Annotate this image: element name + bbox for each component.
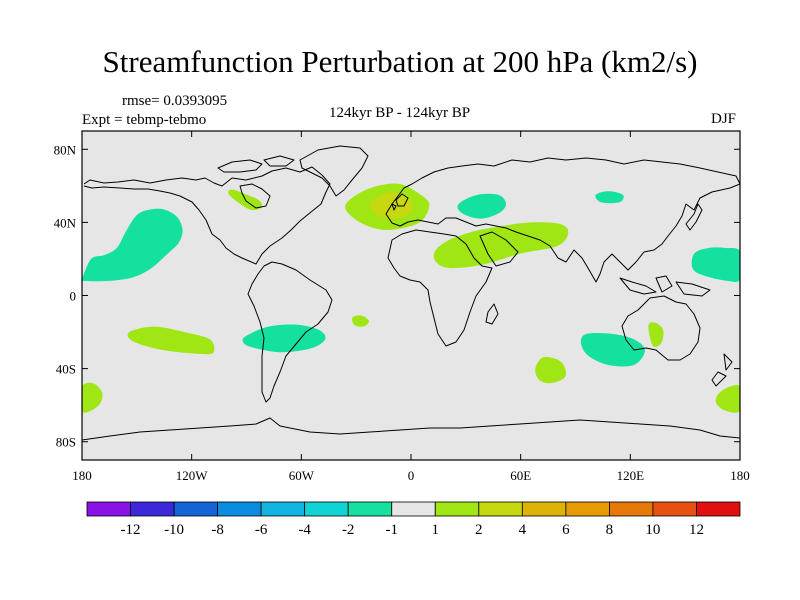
africa-coast	[387, 229, 493, 347]
colorbar-label: 1	[432, 522, 440, 538]
x-axis-ticks: 180 120W 60W 0 60E 120E 180	[72, 131, 750, 483]
region-north-pacific-negative-wrap	[691, 247, 740, 283]
hudson-bay-coast	[239, 183, 271, 209]
colorbar-box	[86, 501, 131, 517]
colorbar-label: 8	[606, 522, 614, 538]
colorbar-label: 12	[689, 522, 704, 538]
colorbar-label: 10	[645, 522, 660, 538]
y-tick-label: 80S	[56, 435, 76, 450]
colorbar-box	[652, 501, 697, 517]
region-australia-negative	[580, 332, 645, 367]
colorbar-box	[478, 501, 523, 517]
colorbar-label: -12	[121, 522, 141, 538]
region-far-south-pacific-positive	[82, 382, 103, 413]
rmse-label: rmse= 0.0393095	[122, 93, 228, 109]
australia-coast	[621, 295, 701, 361]
region-south-pacific-positive	[127, 326, 215, 355]
x-tick-label: 60W	[289, 468, 315, 483]
region-east-australia-positive	[648, 322, 664, 347]
x-tick-label: 120E	[617, 468, 645, 483]
colorbar-box	[173, 501, 218, 517]
chart-title: Streamfunction Perturbation at 200 hPa (…	[102, 44, 698, 79]
indonesia-islands	[619, 275, 711, 297]
period-label: 124kyr BP - 124kyr BP	[329, 105, 471, 121]
x-tick-label: 120W	[176, 468, 209, 483]
season-label: DJF	[711, 111, 737, 127]
colorbar-box	[521, 501, 567, 517]
colorbar-box	[347, 501, 393, 517]
region-south-indian-positive	[535, 357, 566, 384]
arctic-islands	[217, 155, 295, 173]
experiment-label: Expt = tebmp-tebmo	[82, 112, 207, 128]
colorbar-box	[696, 501, 741, 517]
south-america-coast	[247, 261, 333, 403]
colorbar-box	[609, 501, 654, 517]
new-zealand-coast	[711, 353, 733, 387]
british-isles	[391, 193, 409, 211]
colorbar-label: -2	[342, 522, 355, 538]
colorbar-box	[304, 501, 349, 517]
greenland-coast	[299, 145, 369, 197]
north-america-coast	[83, 166, 331, 265]
colorbar-label: -10	[164, 522, 184, 538]
europe-asia-coast	[385, 157, 740, 283]
region-middle-east-positive	[433, 222, 569, 269]
y-tick-label: 40N	[54, 215, 77, 230]
colorbar-box	[565, 501, 610, 517]
region-siberia-negative	[595, 191, 624, 204]
colorbar-box	[434, 501, 480, 517]
madagascar-coast	[485, 303, 499, 325]
colorbar-label: -4	[298, 522, 311, 538]
x-tick-label: 180	[72, 468, 92, 483]
y-tick-label: 40S	[56, 362, 76, 377]
colorbar-label: -1	[385, 522, 398, 538]
coastlines	[82, 145, 740, 441]
colorbar-box	[130, 501, 175, 517]
colorbar: -12 -10 -8 -6 -4 -2 -1 1 2 4 6 8 10 12	[86, 501, 741, 538]
colorbar-label: 6	[562, 522, 570, 538]
colorbar-box	[260, 501, 306, 517]
contour-regions	[82, 183, 740, 413]
colorbar-label: -8	[211, 522, 224, 538]
antarctica-coast	[82, 417, 740, 441]
colorbar-label: 2	[475, 522, 483, 538]
x-tick-label: 0	[408, 468, 415, 483]
region-south-atlantic-positive	[352, 315, 370, 327]
y-tick-label: 80N	[54, 142, 77, 157]
region-north-pacific-negative	[82, 208, 183, 282]
region-far-south-pacific-positive-wrap	[715, 384, 740, 413]
y-axis-ticks: 80N 40N 0 40S 80S	[54, 142, 740, 450]
japan-coast	[685, 203, 703, 231]
y-tick-label: 0	[70, 289, 77, 304]
colorbar-box	[217, 501, 262, 517]
colorbar-label: 4	[519, 522, 527, 538]
x-tick-label: 180	[730, 468, 750, 483]
arabia-coast	[479, 231, 519, 267]
plot-background	[82, 131, 740, 460]
region-europe-negative	[457, 193, 506, 219]
colorbar-label: -6	[255, 522, 268, 538]
colorbar-box	[391, 501, 436, 517]
x-tick-label: 60E	[510, 468, 531, 483]
